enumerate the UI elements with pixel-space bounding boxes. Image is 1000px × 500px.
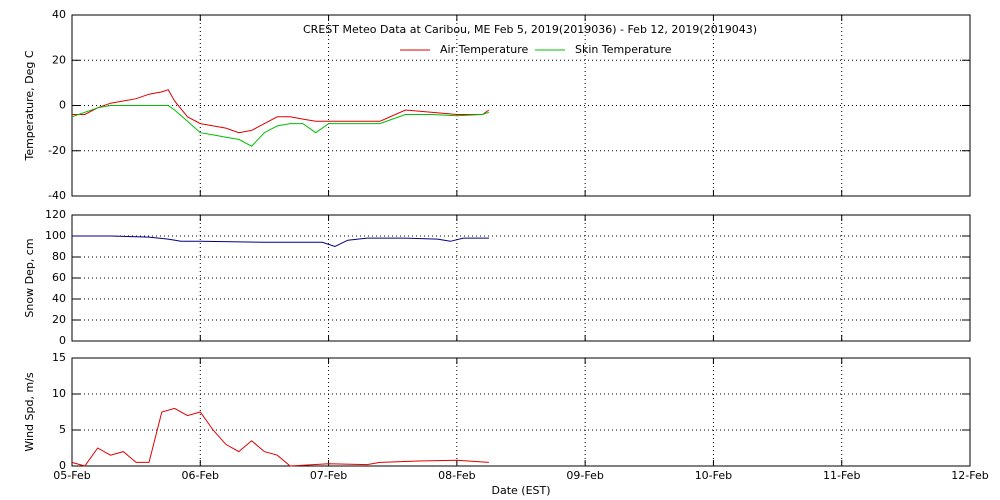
x-axis-label: Date (EST)	[491, 484, 550, 497]
legend-label: Air Temperature	[440, 43, 529, 56]
x-tick-label: 08-Feb	[438, 469, 475, 482]
y-axis-label: Temperature, Deg C	[23, 50, 36, 161]
y-tick-label: -20	[48, 144, 66, 157]
x-tick-label: 07-Feb	[310, 469, 347, 482]
y-tick-label: 0	[59, 459, 66, 472]
plot-frame	[71, 357, 971, 467]
data-line	[71, 407, 489, 467]
y-tick-label: 20	[52, 313, 66, 326]
y-axis-label: Snow Dep, cm	[23, 238, 36, 317]
y-tick-label: 5	[59, 423, 66, 436]
x-tick-label: 09-Feb	[566, 469, 603, 482]
chart-title: CREST Meteo Data at Caribou, ME Feb 5, 2…	[303, 23, 757, 36]
y-tick-label: 60	[52, 271, 66, 284]
plot-frame	[71, 214, 971, 342]
y-tick-label: -40	[48, 189, 66, 202]
y-tick-label: 40	[52, 292, 66, 305]
data-line	[72, 235, 489, 248]
y-tick-label: 100	[45, 229, 66, 242]
y-tick-label: 0	[59, 334, 66, 347]
data-line	[72, 89, 490, 134]
y-tick-label: 15	[52, 351, 66, 364]
data-line	[71, 105, 490, 147]
x-tick-label: 10-Feb	[695, 469, 732, 482]
y-axis-label: Wind Spd, m/s	[23, 372, 36, 452]
y-tick-label: 0	[59, 99, 66, 112]
x-tick-label: 12-Feb	[951, 469, 988, 482]
x-tick-label: 05-Feb	[53, 469, 90, 482]
x-tick-label: 06-Feb	[182, 469, 219, 482]
y-tick-label: 10	[52, 387, 66, 400]
y-tick-label: 40	[52, 8, 66, 21]
legend-label: Skin Temperature	[575, 43, 672, 56]
y-tick-label: 120	[45, 208, 66, 221]
x-tick-label: 11-Feb	[823, 469, 860, 482]
y-tick-label: 20	[52, 53, 66, 66]
plot-frame	[71, 14, 971, 197]
y-tick-label: 80	[52, 250, 66, 263]
